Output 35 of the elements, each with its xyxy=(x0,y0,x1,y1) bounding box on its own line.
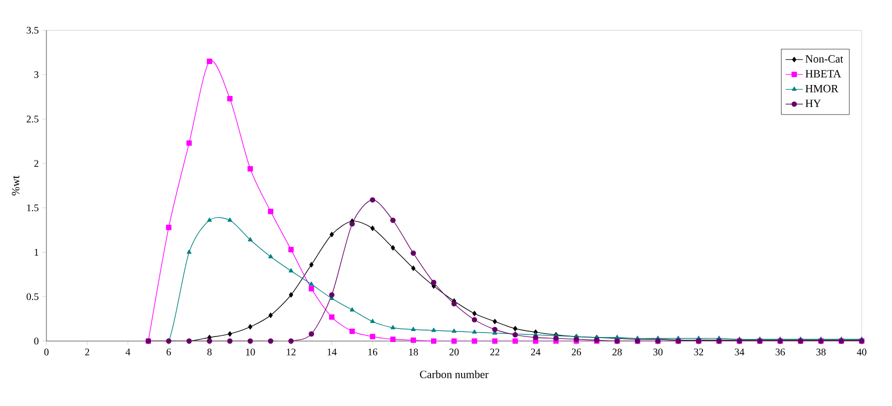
x-tick-label: 18 xyxy=(409,348,418,356)
x-axis-title: Carbon number xyxy=(420,370,489,378)
x-tick-label: 30 xyxy=(653,348,663,356)
x-tick-label: 12 xyxy=(286,348,296,356)
x-tick-label: 40 xyxy=(856,348,866,356)
y-tick-label: 1 xyxy=(34,249,38,256)
y-tick-label: 0 xyxy=(34,338,38,345)
legend-label: HY xyxy=(805,100,821,108)
x-tick-label: 8 xyxy=(207,348,212,356)
x-tick-label: 36 xyxy=(776,348,785,356)
legend-label: Non-Cat xyxy=(805,55,844,63)
y-axis-title: %wt xyxy=(12,176,20,196)
legend-label: HMOR xyxy=(805,85,838,92)
x-tick-label: 32 xyxy=(694,348,704,356)
x-tick-label: 14 xyxy=(328,348,337,356)
y-tick-label: 2 xyxy=(34,160,38,167)
x-tick-label: 6 xyxy=(166,348,171,356)
legend-label: HBETA xyxy=(805,70,842,78)
x-tick-label: 16 xyxy=(368,348,378,356)
x-tick-label: 0 xyxy=(44,348,49,356)
y-tick-label: 3 xyxy=(34,71,38,78)
x-tick-label: 28 xyxy=(612,348,622,356)
y-tick-label: 0.5 xyxy=(26,293,38,300)
x-tick-label: 24 xyxy=(531,348,540,356)
y-tick-label: 2.5 xyxy=(26,116,38,123)
y-tick-label: 3.5 xyxy=(26,27,38,34)
x-tick-label: 38 xyxy=(816,348,826,356)
y-tick-label: 1.5 xyxy=(27,204,38,212)
x-tick-label: 2 xyxy=(85,348,90,356)
x-tick-label: 34 xyxy=(734,348,744,356)
x-tick-label: 4 xyxy=(126,348,130,356)
x-tick-label: 26 xyxy=(572,348,582,356)
x-tick-label: 20 xyxy=(449,348,459,356)
x-tick-label: 10 xyxy=(246,348,255,356)
x-tick-label: 22 xyxy=(490,348,500,356)
